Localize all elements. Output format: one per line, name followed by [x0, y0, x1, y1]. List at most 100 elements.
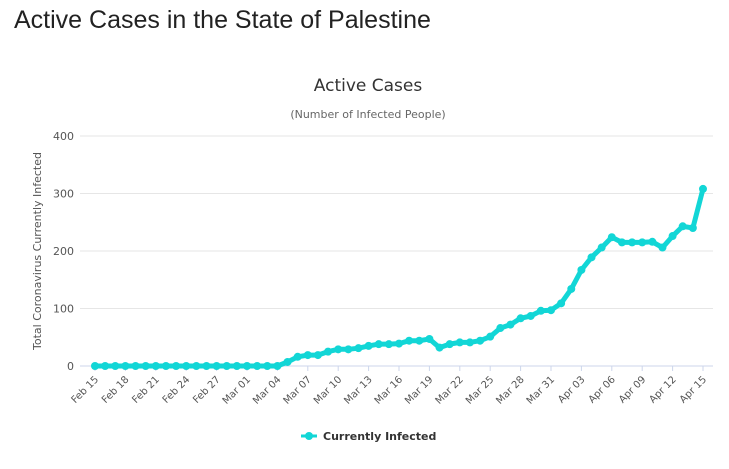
data-point[interactable]	[141, 362, 150, 370]
data-point[interactable]	[678, 222, 687, 231]
series-line[interactable]	[92, 186, 706, 369]
data-point[interactable]	[395, 339, 403, 348]
data-point[interactable]	[536, 306, 545, 315]
data-point[interactable]	[699, 184, 707, 193]
data-point[interactable]	[324, 347, 333, 356]
x-tick-label: Apr 09	[617, 374, 648, 405]
chart-title: Active Cases	[314, 76, 423, 96]
data-point[interactable]	[192, 362, 201, 370]
x-tick-label: Feb 24	[161, 374, 193, 406]
y-tick-label: 100	[53, 303, 74, 316]
x-tick-label: Mar 19	[403, 374, 435, 406]
data-point[interactable]	[435, 343, 444, 352]
data-point[interactable]	[121, 362, 130, 370]
x-tick-label: Mar 25	[464, 374, 496, 406]
data-point[interactable]	[506, 320, 515, 329]
data-point[interactable]	[496, 324, 505, 333]
data-point[interactable]	[111, 362, 120, 370]
x-tick-label: Apr 06	[587, 374, 618, 405]
grid-lines	[80, 135, 713, 309]
x-tick-label: Feb 18	[100, 374, 132, 406]
data-point[interactable]	[526, 311, 535, 320]
x-tick-label: Mar 16	[373, 374, 405, 406]
chart-subtitle: (Number of Infected People)	[290, 108, 445, 121]
y-tick-label: 0	[67, 360, 74, 373]
data-point[interactable]	[384, 340, 393, 349]
data-point[interactable]	[628, 238, 637, 247]
data-point[interactable]	[557, 299, 566, 308]
data-point[interactable]	[172, 362, 181, 370]
series-currently-infected[interactable]	[91, 184, 707, 370]
data-point[interactable]	[476, 336, 485, 345]
x-tick-label: Mar 07	[282, 374, 314, 406]
data-point[interactable]	[668, 232, 677, 241]
data-point[interactable]	[232, 362, 241, 370]
x-tick-label: Mar 13	[342, 374, 374, 406]
y-axis-title: Total Coronavirus Currently Infected	[31, 152, 44, 351]
legend[interactable]: Currently Infected	[301, 430, 436, 443]
legend-item-currently-infected[interactable]: Currently Infected	[323, 430, 436, 443]
x-tick-label: Apr 15	[678, 374, 709, 405]
data-point[interactable]	[212, 362, 221, 370]
data-point[interactable]	[293, 352, 302, 361]
x-tick-label: Feb 27	[191, 374, 223, 406]
y-tick-label: 400	[53, 130, 74, 143]
data-point[interactable]	[354, 344, 363, 353]
data-point[interactable]	[344, 345, 353, 354]
x-tick-label: Mar 01	[221, 374, 253, 406]
data-point[interactable]	[638, 238, 647, 247]
data-point[interactable]	[283, 357, 292, 366]
data-point[interactable]	[688, 224, 697, 232]
x-tick-label: Mar 31	[525, 374, 557, 406]
x-tick-label: Apr 03	[556, 374, 587, 405]
data-point[interactable]	[243, 362, 251, 370]
data-point[interactable]	[182, 362, 191, 370]
data-point[interactable]	[547, 306, 555, 315]
data-point[interactable]	[313, 351, 322, 360]
data-point[interactable]	[617, 238, 626, 247]
data-point[interactable]	[161, 362, 170, 370]
data-point[interactable]	[303, 351, 312, 360]
y-tick-label: 200	[53, 245, 74, 258]
x-tick-label: Feb 21	[130, 374, 162, 406]
data-point[interactable]	[405, 336, 414, 345]
data-point[interactable]	[486, 332, 495, 341]
data-point[interactable]	[445, 340, 454, 349]
y-axis-ticks: 0 100 200 300 400	[53, 130, 74, 373]
data-point[interactable]	[273, 362, 282, 370]
data-point[interactable]	[658, 243, 667, 252]
data-point[interactable]	[151, 362, 160, 370]
x-tick-label: Mar 10	[312, 374, 344, 406]
data-point[interactable]	[415, 336, 424, 345]
data-point[interactable]	[577, 265, 586, 274]
data-point[interactable]	[425, 334, 434, 343]
x-tick-label: Apr 12	[647, 374, 678, 405]
data-point[interactable]	[263, 362, 272, 370]
data-point[interactable]	[91, 362, 99, 370]
page-title: Active Cases in the State of Palestine	[14, 6, 431, 34]
data-point[interactable]	[597, 243, 606, 252]
x-tick-label: Mar 04	[251, 374, 283, 406]
data-point[interactable]	[516, 314, 525, 323]
x-tick-label: Mar 22	[434, 374, 466, 406]
data-point[interactable]	[364, 341, 373, 350]
data-point[interactable]	[455, 338, 464, 347]
data-point[interactable]	[648, 237, 657, 246]
data-point[interactable]	[253, 362, 262, 370]
x-tick-label: Mar 28	[494, 374, 526, 406]
data-point[interactable]	[374, 340, 383, 349]
y-tick-label: 300	[53, 188, 74, 201]
data-point[interactable]	[587, 253, 596, 262]
data-point[interactable]	[222, 362, 231, 370]
data-point[interactable]	[101, 362, 110, 370]
data-point[interactable]	[567, 284, 576, 293]
data-point[interactable]	[465, 338, 474, 347]
data-point[interactable]	[334, 345, 343, 354]
data-point[interactable]	[607, 233, 616, 242]
x-tick-label: Feb 15	[70, 374, 102, 406]
data-point[interactable]	[131, 362, 140, 370]
legend-symbol-marker	[305, 432, 313, 440]
data-point[interactable]	[202, 362, 211, 370]
